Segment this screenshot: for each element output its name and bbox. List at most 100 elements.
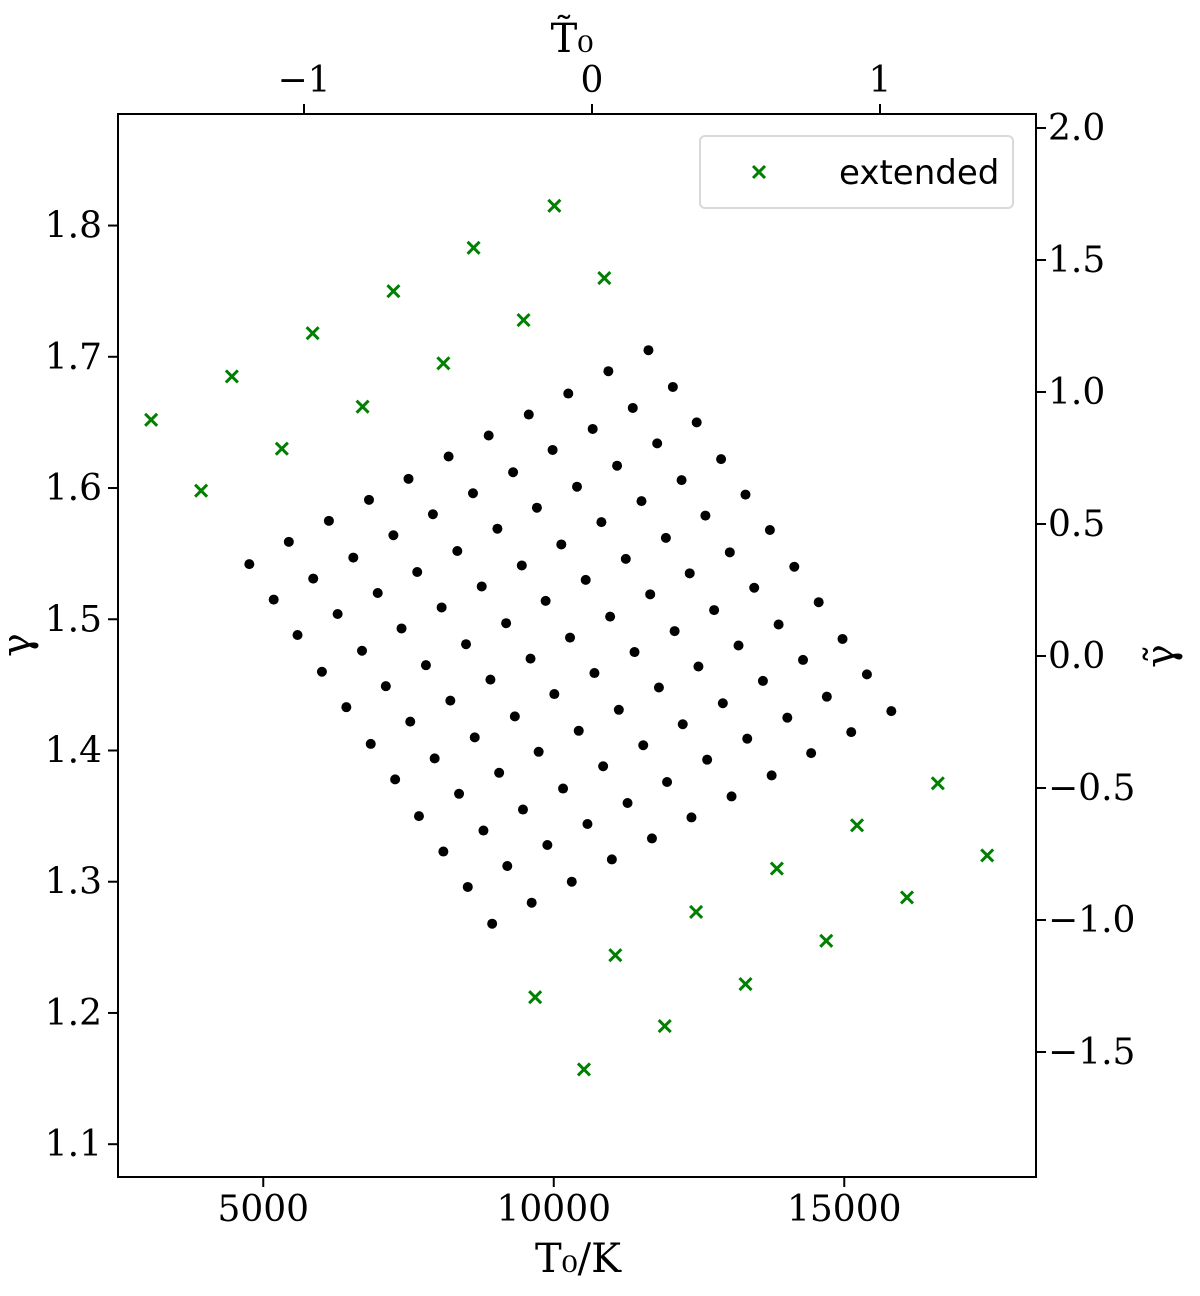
grid-point [565, 632, 576, 643]
grid-point [660, 532, 671, 543]
grid-point [798, 654, 809, 665]
extended-point [274, 441, 289, 456]
grid-point [693, 661, 704, 672]
extended-point [547, 198, 562, 213]
grid-point [526, 897, 537, 908]
grid-point [566, 876, 577, 887]
grid-point [603, 366, 614, 377]
grid-point [716, 454, 727, 465]
grid-point [348, 552, 359, 563]
grid-point [308, 573, 319, 584]
grid-point [686, 812, 697, 823]
grid-point [427, 509, 438, 520]
grid-point [452, 546, 463, 557]
top-x-tick-label: 1 [869, 60, 892, 101]
extended-point [689, 904, 704, 919]
grid-point [323, 515, 334, 526]
y-axis-title: γ [0, 633, 40, 657]
grid-point [558, 783, 569, 794]
grid-point [620, 553, 631, 564]
grid-point [709, 605, 720, 616]
grid-point [613, 704, 624, 715]
extended-point [436, 356, 451, 371]
extended-point [608, 948, 623, 963]
extended-point [194, 483, 209, 498]
grid-point [508, 467, 519, 478]
grid-point [390, 774, 401, 785]
grid-point [556, 539, 567, 550]
grid-point [403, 473, 414, 484]
grid-point [726, 791, 737, 802]
top-x-tick-label: 0 [581, 60, 604, 101]
grid-point [316, 666, 327, 677]
right-y-tick-label: 0.5 [1048, 504, 1105, 545]
grid-point [573, 725, 584, 736]
extended-point [355, 399, 370, 414]
grid-point [461, 639, 472, 650]
y-tick-label: 1.2 [45, 993, 102, 1034]
grid-point [363, 494, 374, 505]
grid-point [605, 611, 616, 622]
grid-point [622, 797, 633, 808]
grid-point [429, 753, 440, 764]
grid-point [445, 695, 456, 706]
grid-point [846, 727, 857, 738]
grid-point [806, 748, 817, 759]
extended-point [980, 848, 995, 863]
extended-point [819, 933, 834, 948]
grid-point [492, 523, 503, 534]
right-axis: −1.5 −1.0 −0.5 0.0 0.5 1.0 1.5 2.0 [1036, 108, 1135, 1073]
x-tick-label: 5000 [217, 1189, 309, 1230]
grid-point [789, 561, 800, 572]
y-tick-label: 1.4 [45, 730, 102, 771]
grid-point [462, 881, 473, 892]
grid-point [676, 475, 687, 486]
y-tick-label: 1.3 [45, 862, 102, 903]
extended-point [528, 990, 543, 1005]
grid-point [742, 733, 753, 744]
grid-point [598, 761, 609, 772]
top-x-tick-label: −1 [277, 60, 330, 101]
right-y-tick-label: 1.5 [1048, 240, 1105, 281]
x-axis-title: T₀/K [535, 1236, 622, 1282]
right-y-tick-label: 2.0 [1048, 108, 1105, 149]
grid-point [782, 712, 793, 723]
grid-point [724, 547, 735, 558]
grid-point [766, 770, 777, 781]
grid-point [476, 581, 487, 592]
grid-point [502, 860, 513, 871]
legend-label-extended: extended [839, 153, 999, 193]
extended-point [930, 776, 945, 791]
grid-point [646, 833, 657, 844]
grid-point [643, 345, 654, 356]
extended-point [597, 270, 612, 286]
grid-point [469, 732, 480, 743]
grid-point [542, 839, 553, 850]
extended-point [224, 369, 239, 384]
y-tick-label: 1.1 [45, 1124, 102, 1165]
y-tick-label: 1.6 [45, 468, 102, 509]
grid-point [749, 582, 760, 593]
grid-point [501, 618, 512, 629]
x-tick-label: 15000 [787, 1189, 902, 1230]
grid-point [691, 417, 702, 428]
grid-point [531, 502, 542, 513]
grid-point [372, 588, 383, 599]
grid-point [662, 776, 673, 787]
bottom-axis: 5000 10000 15000 [217, 1177, 902, 1230]
right-y-tick-label: −0.5 [1048, 768, 1135, 809]
legend: extended [699, 135, 1014, 209]
grid-point [509, 711, 520, 722]
right-y-tick-label: 1.0 [1048, 372, 1105, 413]
grid-point [886, 706, 897, 717]
extended-point [738, 977, 753, 992]
grid-point [813, 597, 824, 608]
points-layer [144, 198, 995, 1077]
grid-point [702, 754, 713, 765]
grid-point [636, 496, 647, 507]
grid-point [341, 702, 352, 713]
grid-point [629, 647, 640, 658]
grid-point [436, 602, 447, 613]
